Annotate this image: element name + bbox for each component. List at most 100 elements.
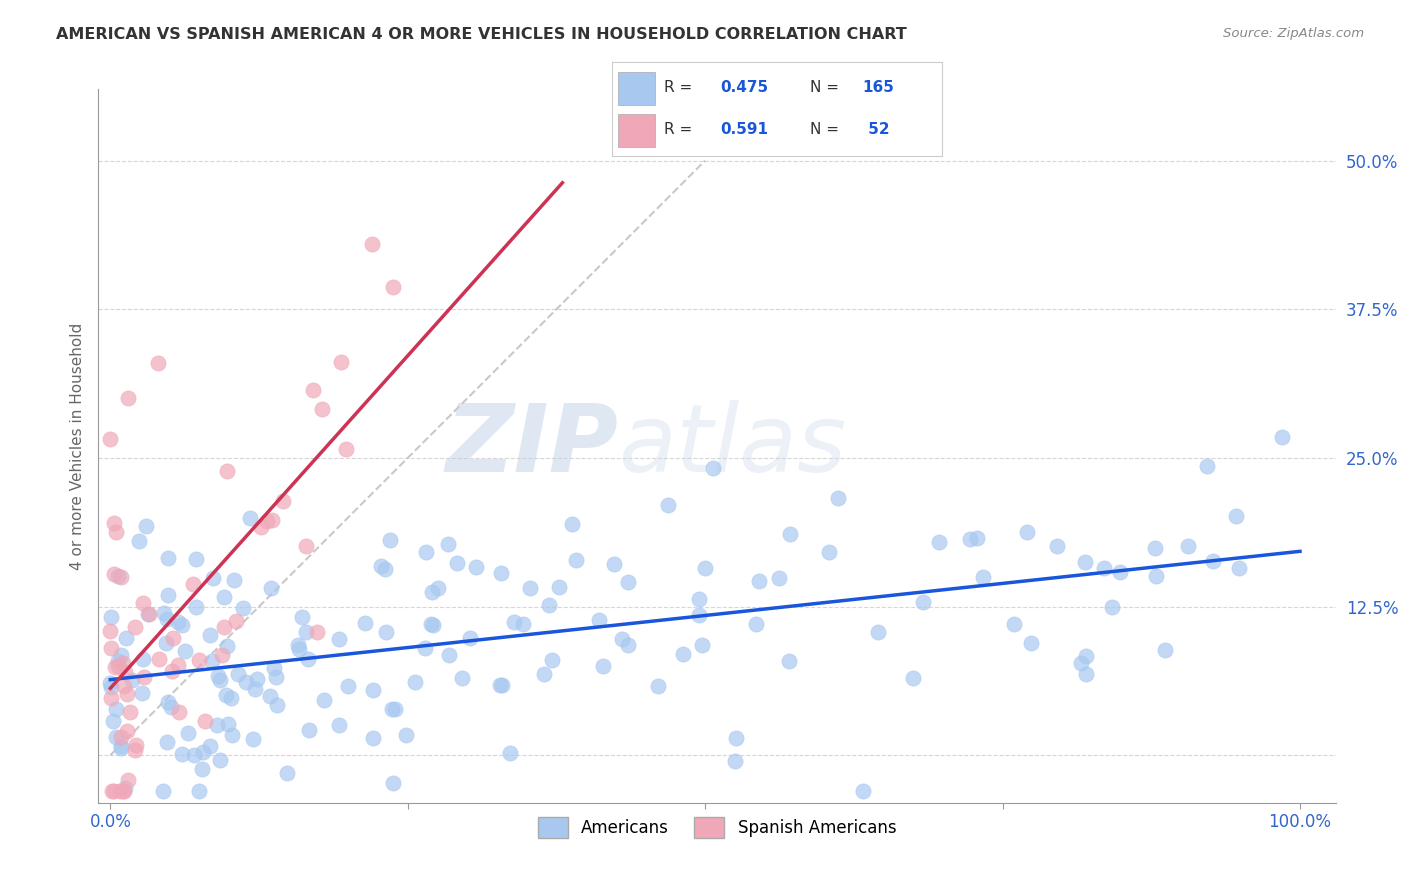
- Point: [382, 776, 405, 790]
- Point: [384, 701, 406, 715]
- Point: [146, 356, 169, 370]
- Point: [120, 705, 142, 719]
- Point: [131, 686, 153, 700]
- Point: [533, 667, 555, 681]
- Point: [183, 748, 205, 763]
- Point: [98, 675, 121, 690]
- Point: [266, 698, 288, 712]
- Text: AMERICAN VS SPANISH AMERICAN 4 OR MORE VEHICLES IN HOUSEHOLD CORRELATION CHART: AMERICAN VS SPANISH AMERICAN 4 OR MORE V…: [56, 27, 907, 42]
- Point: [156, 551, 179, 566]
- Point: [588, 613, 610, 627]
- Point: [693, 561, 716, 575]
- Point: [328, 632, 350, 647]
- Point: [160, 664, 183, 678]
- Point: [103, 566, 125, 581]
- Point: [725, 731, 748, 745]
- Point: [603, 558, 626, 572]
- Point: [115, 723, 138, 738]
- Point: [561, 516, 583, 531]
- Point: [959, 532, 981, 546]
- Text: ZIP: ZIP: [446, 400, 619, 492]
- Point: [491, 678, 513, 692]
- Point: [104, 525, 127, 540]
- Point: [301, 383, 323, 397]
- Point: [103, 783, 125, 797]
- Point: [117, 392, 139, 406]
- Point: [155, 612, 177, 626]
- Point: [690, 638, 713, 652]
- Point: [205, 718, 228, 732]
- Point: [217, 717, 239, 731]
- Point: [381, 701, 404, 715]
- Point: [198, 739, 221, 754]
- Point: [100, 640, 122, 655]
- Point: [112, 784, 135, 798]
- Point: [259, 689, 281, 703]
- Point: [222, 574, 245, 588]
- Point: [156, 734, 179, 748]
- Point: [191, 762, 214, 776]
- Point: [100, 691, 122, 706]
- Point: [335, 442, 357, 456]
- Point: [647, 679, 669, 693]
- Point: [1108, 566, 1130, 580]
- Point: [105, 730, 128, 744]
- Text: R =: R =: [665, 80, 697, 95]
- Point: [361, 683, 384, 698]
- Point: [868, 625, 890, 640]
- Point: [201, 654, 224, 668]
- Point: [103, 516, 125, 530]
- Point: [1046, 539, 1069, 553]
- Point: [724, 754, 747, 768]
- Point: [688, 592, 710, 607]
- Point: [207, 669, 229, 683]
- Text: 0.591: 0.591: [721, 122, 769, 137]
- Point: [305, 624, 328, 639]
- Point: [110, 739, 132, 753]
- Point: [288, 642, 311, 657]
- Point: [260, 581, 283, 595]
- Point: [488, 678, 510, 692]
- Text: Source: ZipAtlas.com: Source: ZipAtlas.com: [1223, 27, 1364, 40]
- Point: [768, 571, 790, 585]
- Point: [181, 576, 204, 591]
- Point: [105, 701, 128, 715]
- Point: [112, 679, 135, 693]
- Point: [135, 519, 157, 533]
- Point: [1225, 508, 1247, 523]
- Point: [214, 590, 236, 604]
- Point: [458, 632, 481, 646]
- Point: [294, 624, 316, 639]
- Point: [172, 617, 194, 632]
- Point: [499, 746, 522, 760]
- Point: [672, 647, 695, 661]
- Point: [827, 491, 849, 506]
- Point: [404, 675, 426, 690]
- Point: [138, 607, 160, 621]
- Point: [104, 660, 127, 674]
- Point: [1076, 667, 1098, 681]
- Point: [193, 745, 215, 759]
- Point: [748, 574, 770, 588]
- Point: [208, 673, 231, 687]
- Point: [153, 606, 176, 620]
- Point: [1070, 657, 1092, 671]
- Point: [287, 638, 309, 652]
- Point: [276, 766, 298, 780]
- Point: [217, 640, 239, 654]
- Point: [117, 773, 139, 788]
- Point: [271, 494, 294, 508]
- Point: [1074, 555, 1097, 569]
- Point: [657, 498, 679, 512]
- Point: [114, 780, 136, 795]
- Point: [131, 652, 153, 666]
- Point: [565, 553, 588, 567]
- Point: [128, 534, 150, 549]
- Point: [610, 632, 633, 646]
- Point: [901, 671, 924, 685]
- Point: [217, 464, 239, 478]
- Point: [966, 532, 988, 546]
- Point: [115, 631, 138, 645]
- Point: [211, 648, 233, 662]
- Point: [212, 620, 235, 634]
